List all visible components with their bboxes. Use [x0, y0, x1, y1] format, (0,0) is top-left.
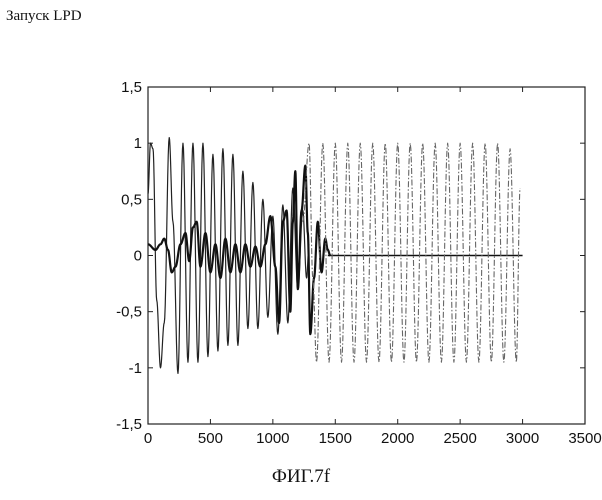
- x-tick-label: 0: [144, 430, 152, 447]
- x-tick-label: 3000: [506, 430, 539, 447]
- x-tick-label: 500: [198, 430, 223, 447]
- y-tick-label: 0: [134, 248, 142, 265]
- y-tick-label: -1,5: [116, 416, 142, 433]
- x-tick-label: 2000: [381, 430, 414, 447]
- y-tick-label: -0,5: [116, 304, 142, 321]
- figure-caption: ФИГ.7f: [0, 466, 602, 488]
- y-tick-label: 0,5: [121, 191, 142, 208]
- y-tick-label: 1,5: [121, 79, 142, 96]
- x-tick-label: 3500: [568, 430, 601, 447]
- x-tick-label: 1000: [256, 430, 289, 447]
- x-tick-label: 2500: [443, 430, 476, 447]
- y-tick-label: 1: [134, 135, 142, 152]
- x-tick-label: 1500: [319, 430, 352, 447]
- y-tick-label: -1: [129, 360, 142, 377]
